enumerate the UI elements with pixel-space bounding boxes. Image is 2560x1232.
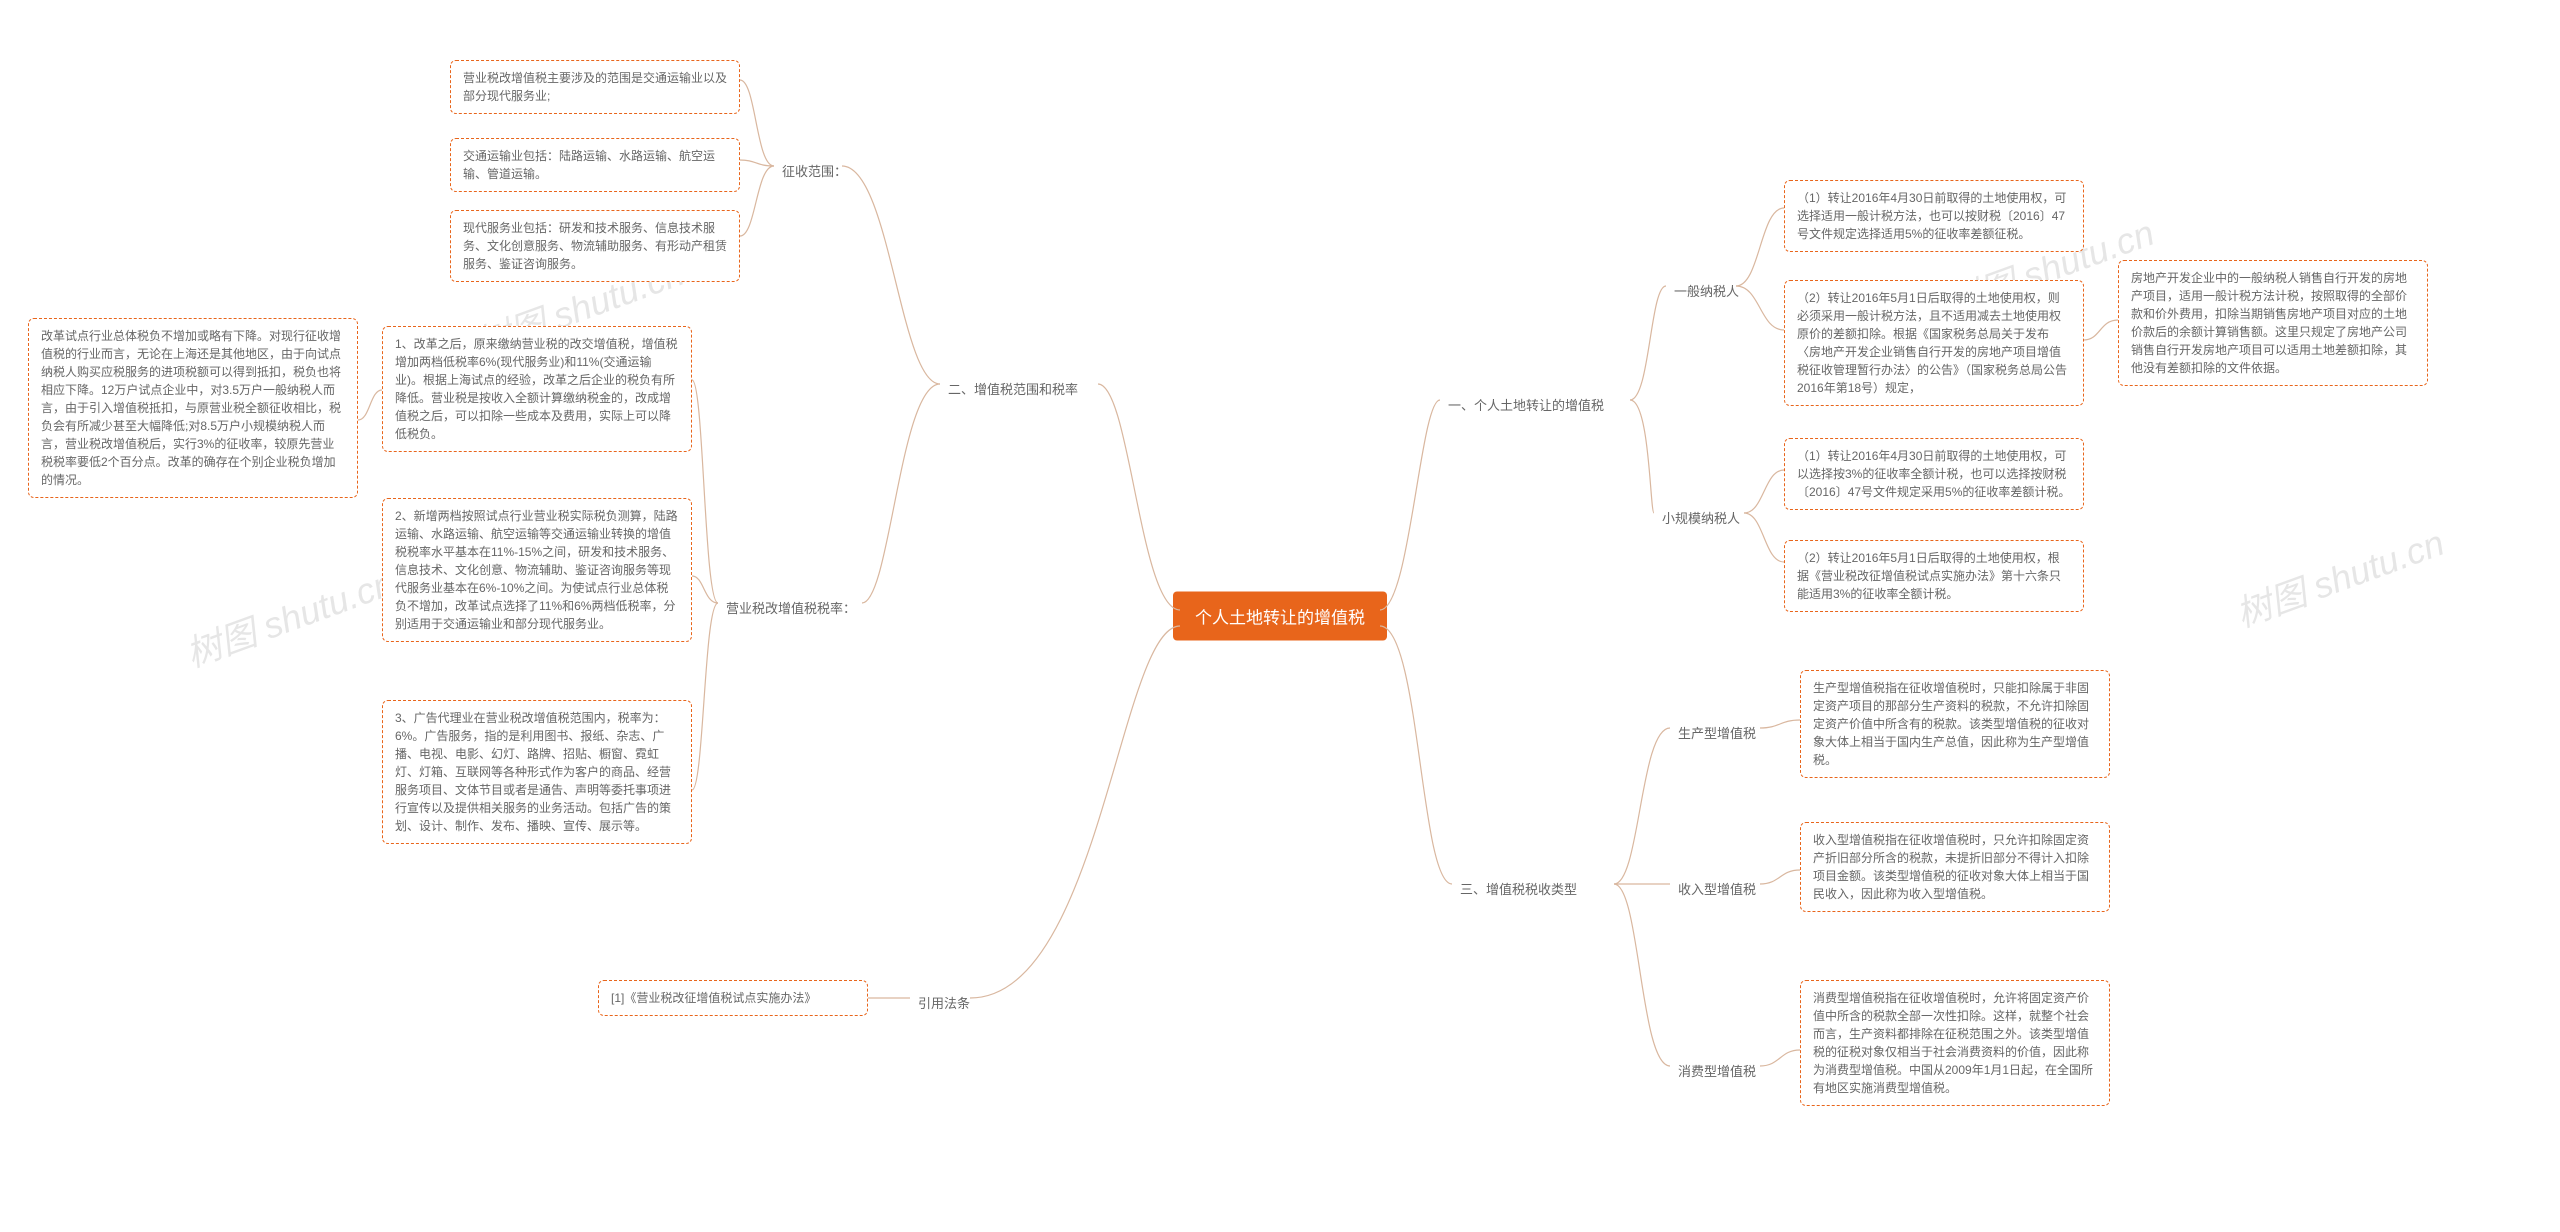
branch-2-title: 二、增值税范围和税率 <box>940 376 1086 404</box>
branch-3-title: 三、增值税税收类型 <box>1452 876 1585 904</box>
rate-item-3: 3、广告代理业在营业税改增值税范围内，税率为：6%。广告服务，指的是利用图书、报… <box>382 700 692 844</box>
watermark: 树图 shutu.cn <box>2228 514 2451 637</box>
b3-b-label: 收入型增值税 <box>1670 876 1764 904</box>
rate-tail: 改革试点行业总体税负不增加或略有下降。对现行征收增值税的行业而言，无论在上海还是… <box>28 318 358 498</box>
b1-a-item-1: （1）转让2016年4月30日前取得的土地使用权，可选择适用一般计税方法，也可以… <box>1784 180 2084 252</box>
b3-a-text: 生产型增值税指在征收增值税时，只能扣除属于非固定资产项目的那部分生产资料的税款，… <box>1800 670 2110 778</box>
b1-a-label: 一般纳税人 <box>1666 278 1747 306</box>
b3-b-text: 收入型增值税指在征收增值税时，只允许扣除固定资产折旧部分所含的税款，未提折旧部分… <box>1800 822 2110 912</box>
root-node: 个人土地转让的增值税 <box>1173 592 1387 641</box>
b3-c-text: 消费型增值税指在征收增值税时，允许将固定资产价值中所含的税款全部一次性扣除。这样… <box>1800 980 2110 1106</box>
b3-c-label: 消费型增值税 <box>1670 1058 1764 1086</box>
watermark: 树图 shutu.cn <box>178 554 401 677</box>
branch-2-scope-label: 征收范围： <box>774 158 855 186</box>
b1-b-label: 小规模纳税人 <box>1654 505 1748 533</box>
scope-item-1: 营业税改增值税主要涉及的范围是交通运输业以及部分现代服务业; <box>450 60 740 114</box>
ref-title: 引用法条 <box>910 990 978 1018</box>
rate-item-1: 1、改革之后，原来缴纳营业税的改交增值税，增值税增加两档低税率6%(现代服务业)… <box>382 326 692 452</box>
branch-2-rate-label: 营业税改增值税税率： <box>718 595 864 623</box>
ref-text: [1]《营业税改征增值税试点实施办法》 <box>598 980 868 1016</box>
b1-a-item-2: （2）转让2016年5月1日后取得的土地使用权，则必须采用一般计税方法，且不适用… <box>1784 280 2084 406</box>
b1-b-item-1: （1）转让2016年4月30日前取得的土地使用权，可以选择按3%的征收率全额计税… <box>1784 438 2084 510</box>
rate-item-2: 2、新增两档按照试点行业营业税实际税负测算，陆路运输、水路运输、航空运输等交通运… <box>382 498 692 642</box>
b3-a-label: 生产型增值税 <box>1670 720 1764 748</box>
scope-item-2: 交通运输业包括：陆路运输、水路运输、航空运输、管道运输。 <box>450 138 740 192</box>
b1-a-tail: 房地产开发企业中的一般纳税人销售自行开发的房地产项目，适用一般计税方法计税，按照… <box>2118 260 2428 386</box>
scope-item-3: 现代服务业包括：研发和技术服务、信息技术服务、文化创意服务、物流辅助服务、有形动… <box>450 210 740 282</box>
b1-b-item-2: （2）转让2016年5月1日后取得的土地使用权，根据《营业税改征增值税试点实施办… <box>1784 540 2084 612</box>
branch-1-title: 一、个人土地转让的增值税 <box>1440 392 1612 420</box>
